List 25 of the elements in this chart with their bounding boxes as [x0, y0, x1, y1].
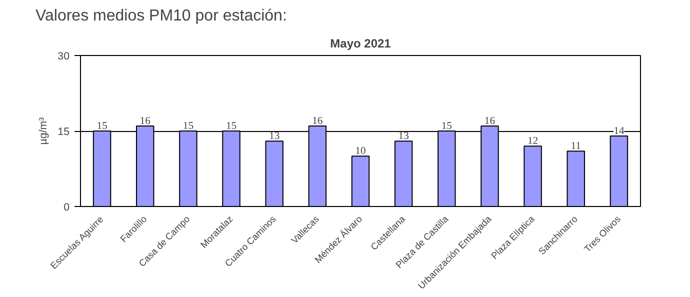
data-label: 14	[614, 126, 625, 138]
data-label: 15	[96, 121, 108, 132]
bar	[351, 156, 370, 206]
y-tick-label: 15	[58, 126, 70, 138]
data-label: 15	[226, 121, 237, 132]
data-label: 11	[570, 141, 582, 152]
data-label: 16	[484, 116, 496, 127]
data-label: 13	[398, 131, 409, 142]
data-label: 13	[269, 131, 280, 142]
y-axis-title: µg/m³	[38, 116, 50, 145]
data-label: 16	[312, 116, 324, 127]
bar	[394, 140, 413, 206]
chart-title: Valores medios PM10 por estación:	[36, 8, 287, 24]
data-label: 12	[527, 136, 538, 148]
bar	[566, 150, 585, 206]
bar	[524, 146, 542, 206]
data-label: 16	[140, 116, 152, 127]
bar	[265, 140, 284, 206]
y-tick-label: 0	[64, 202, 70, 214]
chart-subtitle: Mayo 2021	[330, 36, 392, 50]
data-label: 15	[182, 121, 194, 132]
data-label: 10	[355, 146, 366, 158]
bar	[610, 136, 628, 206]
y-tick-label: 30	[58, 50, 70, 62]
data-label: 15	[441, 121, 452, 132]
